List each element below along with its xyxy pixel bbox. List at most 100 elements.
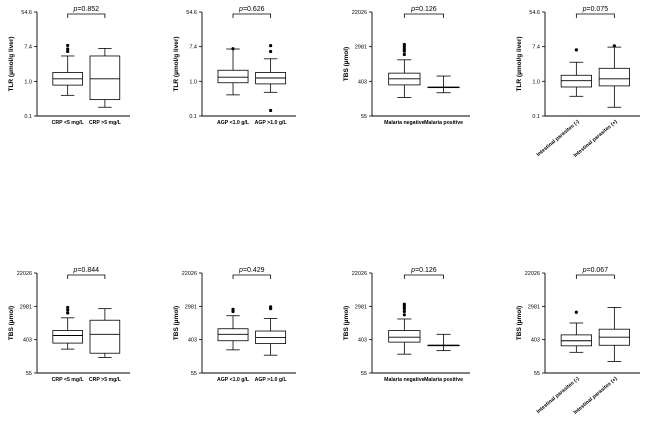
outlier-point bbox=[269, 49, 273, 54]
box-1 bbox=[560, 48, 592, 97]
y-tick-label: 403 bbox=[188, 338, 197, 344]
category-label: Malaria positive bbox=[424, 377, 463, 383]
significance-bracket bbox=[403, 274, 444, 279]
significance-bracket bbox=[232, 13, 272, 18]
y-tick-label: 55 bbox=[361, 114, 367, 120]
y-tick-label: 1.0 bbox=[24, 79, 32, 85]
p-value-label: p=0.844 bbox=[73, 267, 100, 274]
box-1 bbox=[560, 310, 592, 353]
box-2 bbox=[427, 75, 460, 94]
y-tick-label: 403 bbox=[23, 338, 32, 344]
category-label: CRP <5 mg/L bbox=[52, 377, 85, 383]
outlier-point bbox=[269, 44, 273, 48]
y-tick-label: 403 bbox=[531, 338, 540, 344]
box-2 bbox=[89, 48, 121, 108]
p-value-label: p=0.126 bbox=[410, 6, 437, 13]
category-label: AGP <1.0 g/L bbox=[217, 120, 250, 126]
outlier-point bbox=[231, 307, 235, 311]
category-label: CRP >5 mg/L bbox=[89, 377, 122, 383]
y-tick-label: 7.4 bbox=[24, 45, 32, 51]
y-tick-label: 54.6 bbox=[21, 10, 32, 16]
y-tick-label: 22026 bbox=[182, 271, 197, 277]
y-tick-label: 2981 bbox=[355, 304, 367, 310]
outlier-point bbox=[269, 305, 273, 309]
y-tick-label: 55 bbox=[534, 371, 540, 377]
y-tick-label: 55 bbox=[191, 371, 197, 377]
y-tick-label: 55 bbox=[26, 371, 32, 377]
iqr-box bbox=[388, 330, 421, 343]
y-tick-label: 7.4 bbox=[532, 45, 540, 51]
p-value-label: p=0.067 bbox=[582, 267, 609, 274]
y-tick-label: 2981 bbox=[185, 304, 197, 310]
outlier-point bbox=[269, 108, 273, 113]
box-1 bbox=[388, 302, 421, 355]
panel-5: 55 403 2981 22026 TBS (µmol) p=0.844 CRP <5 mg… bbox=[8, 267, 130, 383]
box-2 bbox=[598, 307, 630, 362]
outlier-point bbox=[402, 313, 406, 317]
significance-bracket bbox=[67, 274, 106, 279]
y-tick-label: 54.6 bbox=[186, 10, 197, 16]
y-axis-label: TBS (µmol) bbox=[516, 306, 523, 340]
y-tick-label: 1.0 bbox=[189, 79, 197, 85]
y-axis-label: TBS (µmol) bbox=[343, 306, 350, 340]
y-axis-label: TBS (µmol) bbox=[343, 47, 350, 81]
box-1 bbox=[217, 47, 249, 96]
y-tick-label: 22026 bbox=[352, 10, 367, 16]
iqr-box bbox=[217, 69, 249, 84]
p-value-label: p=0.126 bbox=[410, 267, 437, 274]
outlier-point bbox=[402, 47, 406, 51]
p-value-label: p=0.626 bbox=[238, 6, 265, 13]
outlier-point bbox=[402, 307, 406, 311]
y-axis-label: TLR (µmol/g liver) bbox=[8, 36, 15, 91]
iqr-box bbox=[217, 328, 249, 342]
panel-1: 0.1 1.0 7.4 54.6 TLR (µmol/g liver) p=0.852 CR… bbox=[8, 6, 130, 126]
panel-8: 55 403 2981 22026 TBS (µmol) p=0.067 Intestina… bbox=[516, 267, 640, 416]
y-axis-label: TBS (µmol) bbox=[8, 306, 15, 340]
panel-4: 0.1 1.0 7.4 54.6 TLR (µmol/g liver) p=0.075 In… bbox=[516, 6, 640, 159]
outlier-point bbox=[66, 305, 70, 310]
y-tick-label: 2981 bbox=[20, 304, 32, 310]
box-1 bbox=[52, 305, 83, 350]
significance-bracket bbox=[575, 274, 615, 279]
y-axis-label: TBS (µmol) bbox=[173, 306, 180, 340]
iqr-box bbox=[89, 55, 121, 101]
y-tick-label: 2981 bbox=[528, 304, 540, 310]
y-tick-label: 0.1 bbox=[532, 114, 540, 120]
category-label: Malaria negative bbox=[384, 120, 424, 126]
box-2 bbox=[598, 44, 630, 108]
y-tick-label: 2981 bbox=[355, 45, 367, 51]
outlier-point bbox=[612, 44, 616, 48]
category-label: Intestinal parasites (+) bbox=[573, 376, 619, 416]
outlier-point bbox=[66, 47, 70, 51]
category-label: AGP <1.0 g/L bbox=[217, 377, 250, 383]
outlier-point bbox=[66, 49, 70, 54]
outlier-point bbox=[402, 42, 406, 47]
y-axis-label: TLR (µmol/g liver) bbox=[173, 36, 180, 91]
panel-7: 55 403 2981 22026 TBS (µmol) p=0.126 Malaria n… bbox=[343, 267, 470, 383]
panel-3: 55 403 2981 22026 TBS (µmol) p=0.126 Malaria n… bbox=[343, 6, 470, 126]
box-1 bbox=[52, 43, 83, 96]
y-tick-label: 22026 bbox=[525, 271, 540, 277]
box-1 bbox=[217, 307, 249, 351]
outlier-point bbox=[402, 52, 406, 57]
box-2 bbox=[255, 44, 287, 113]
y-tick-label: 7.4 bbox=[189, 45, 197, 51]
y-tick-label: 22026 bbox=[17, 271, 32, 277]
category-label: AGP >1.0 g/L bbox=[255, 120, 288, 126]
outlier-point bbox=[574, 310, 578, 314]
y-tick-label: 403 bbox=[358, 79, 367, 85]
iqr-box bbox=[52, 330, 83, 344]
y-tick-label: 403 bbox=[358, 338, 367, 344]
significance-bracket bbox=[67, 13, 106, 18]
outlier-point bbox=[402, 302, 406, 306]
y-tick-label: 55 bbox=[361, 371, 367, 377]
outlier-point bbox=[66, 43, 70, 48]
y-tick-label: 1.0 bbox=[532, 79, 540, 85]
category-label: AGP >1.0 g/L bbox=[255, 377, 288, 383]
p-value-label: p=0.852 bbox=[73, 6, 100, 13]
significance-bracket bbox=[232, 274, 272, 279]
y-tick-label: 54.6 bbox=[529, 10, 540, 16]
significance-bracket bbox=[575, 13, 615, 18]
outlier-point bbox=[402, 309, 406, 314]
